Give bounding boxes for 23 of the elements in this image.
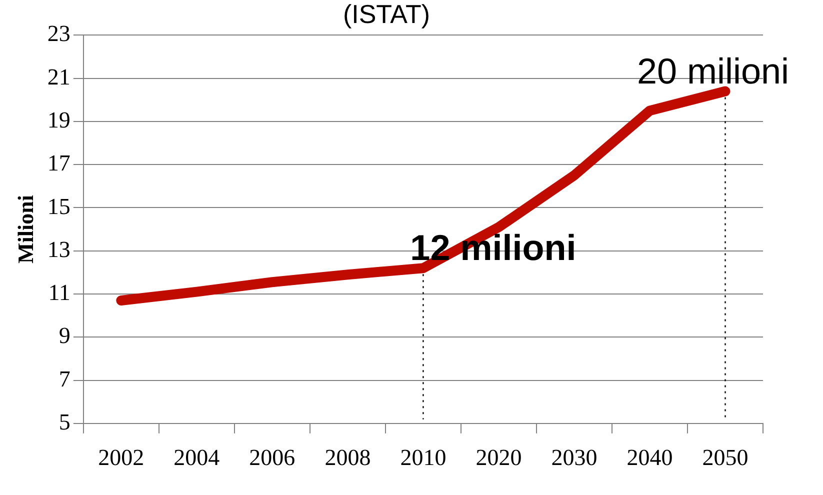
x-tick-label: 2010 <box>400 445 446 470</box>
x-tick-label: 2006 <box>249 445 296 470</box>
x-tick-label: 2004 <box>174 445 220 470</box>
x-tick-label: 2040 <box>626 445 673 470</box>
x-tick-label: 2050 <box>702 445 748 470</box>
y-tick-label: 13 <box>47 236 70 262</box>
annotation: 12 milioni <box>410 227 576 268</box>
y-tick-label: 17 <box>47 150 70 176</box>
chart-title: (ISTAT) <box>342 0 430 29</box>
y-tick-label: 19 <box>47 108 70 133</box>
annotation: 20 milioni <box>636 50 790 92</box>
x-tick-label: 2008 <box>324 445 371 470</box>
y-tick-label: 9 <box>58 323 70 348</box>
x-tick-label: 2030 <box>551 445 598 470</box>
x-tick-label: 2020 <box>476 445 522 470</box>
y-tick-label: 15 <box>47 194 70 219</box>
y-axis-title: Milioni <box>12 195 38 264</box>
y-tick-label: 7 <box>58 366 70 392</box>
y-tick-label: 23 <box>47 21 70 46</box>
y-tick-label: 21 <box>47 64 70 90</box>
x-tick-label: 2002 <box>98 445 144 470</box>
y-tick-label: 11 <box>48 280 70 306</box>
y-tick-label: 5 <box>58 409 70 434</box>
